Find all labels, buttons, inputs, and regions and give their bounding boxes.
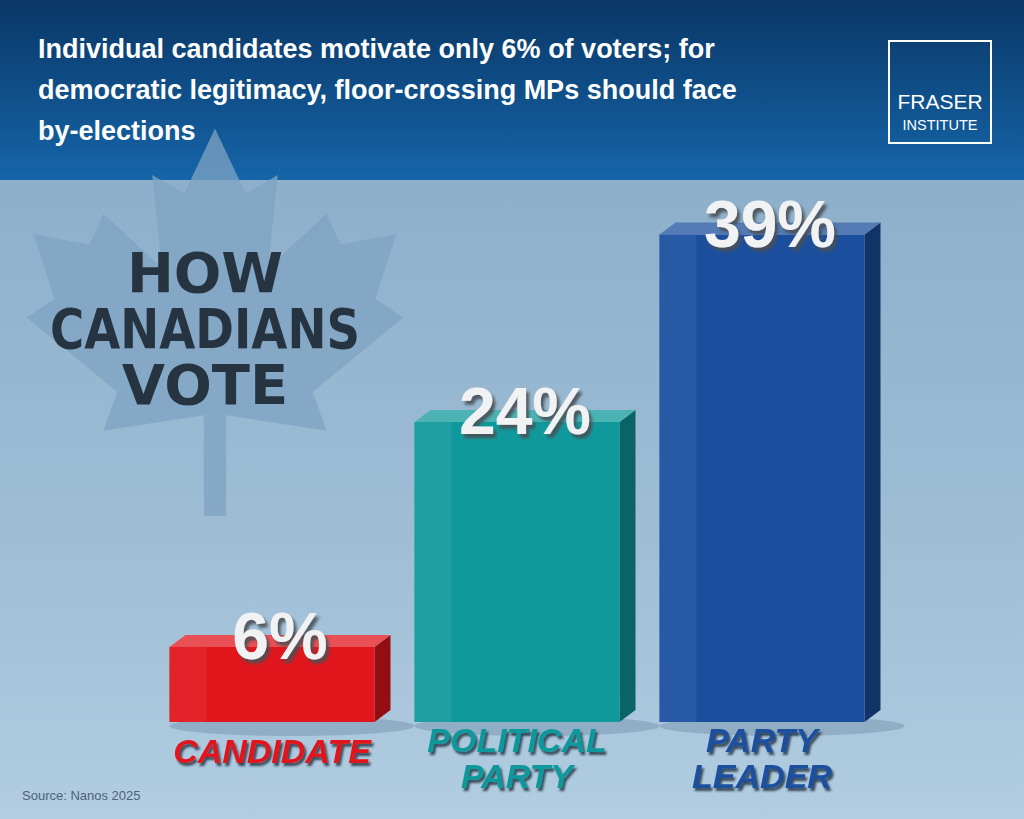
- labels: 6%CANDIDATE24%POLITICALPARTY39%PARTYLEAD…: [173, 187, 836, 796]
- title-line: democratic legitimacy, floor-crossing MP…: [38, 75, 737, 105]
- data-label: 24%: [459, 374, 591, 448]
- category-label: PARTYLEADER: [692, 721, 832, 795]
- title-line: by-elections: [38, 116, 196, 146]
- category-line: PARTY: [461, 757, 576, 795]
- data-label: 6%: [232, 599, 327, 673]
- bar-side: [375, 635, 391, 722]
- title: Individual candidates motivate only 6% o…: [38, 34, 737, 146]
- chart-root: Individual candidates motivate only 6% o…: [0, 0, 1024, 819]
- category-label: CANDIDATE: [173, 732, 372, 770]
- bar-side: [620, 410, 636, 722]
- data-label: 39%: [704, 187, 836, 261]
- category-line: POLITICAL: [427, 721, 606, 759]
- category-line: CANDIDATE: [173, 732, 372, 770]
- bar: [660, 235, 865, 723]
- bar-highlight: [415, 422, 452, 722]
- category-line: PARTY: [706, 721, 821, 759]
- logo-text: FRASER: [897, 90, 982, 113]
- logo-text: INSTITUTE: [903, 117, 978, 133]
- header-band: [0, 0, 1024, 180]
- category-label: POLITICALPARTY: [427, 721, 606, 795]
- subtitle-line: VOTE: [122, 352, 288, 417]
- background: [0, 0, 1024, 819]
- logo-frame: [889, 41, 991, 143]
- bar-side: [865, 223, 881, 723]
- source-note: Source: Nanos 2025: [22, 788, 141, 803]
- subtitle: HOWCANADIANSVOTE: [50, 240, 360, 417]
- bar-highlight: [660, 235, 697, 723]
- maple-leaf: [27, 129, 404, 517]
- category-line: LEADER: [692, 757, 832, 795]
- title-line: Individual candidates motivate only 6% o…: [38, 34, 715, 64]
- bars: [170, 223, 881, 723]
- bar-highlight: [170, 647, 207, 722]
- bar: [415, 422, 620, 722]
